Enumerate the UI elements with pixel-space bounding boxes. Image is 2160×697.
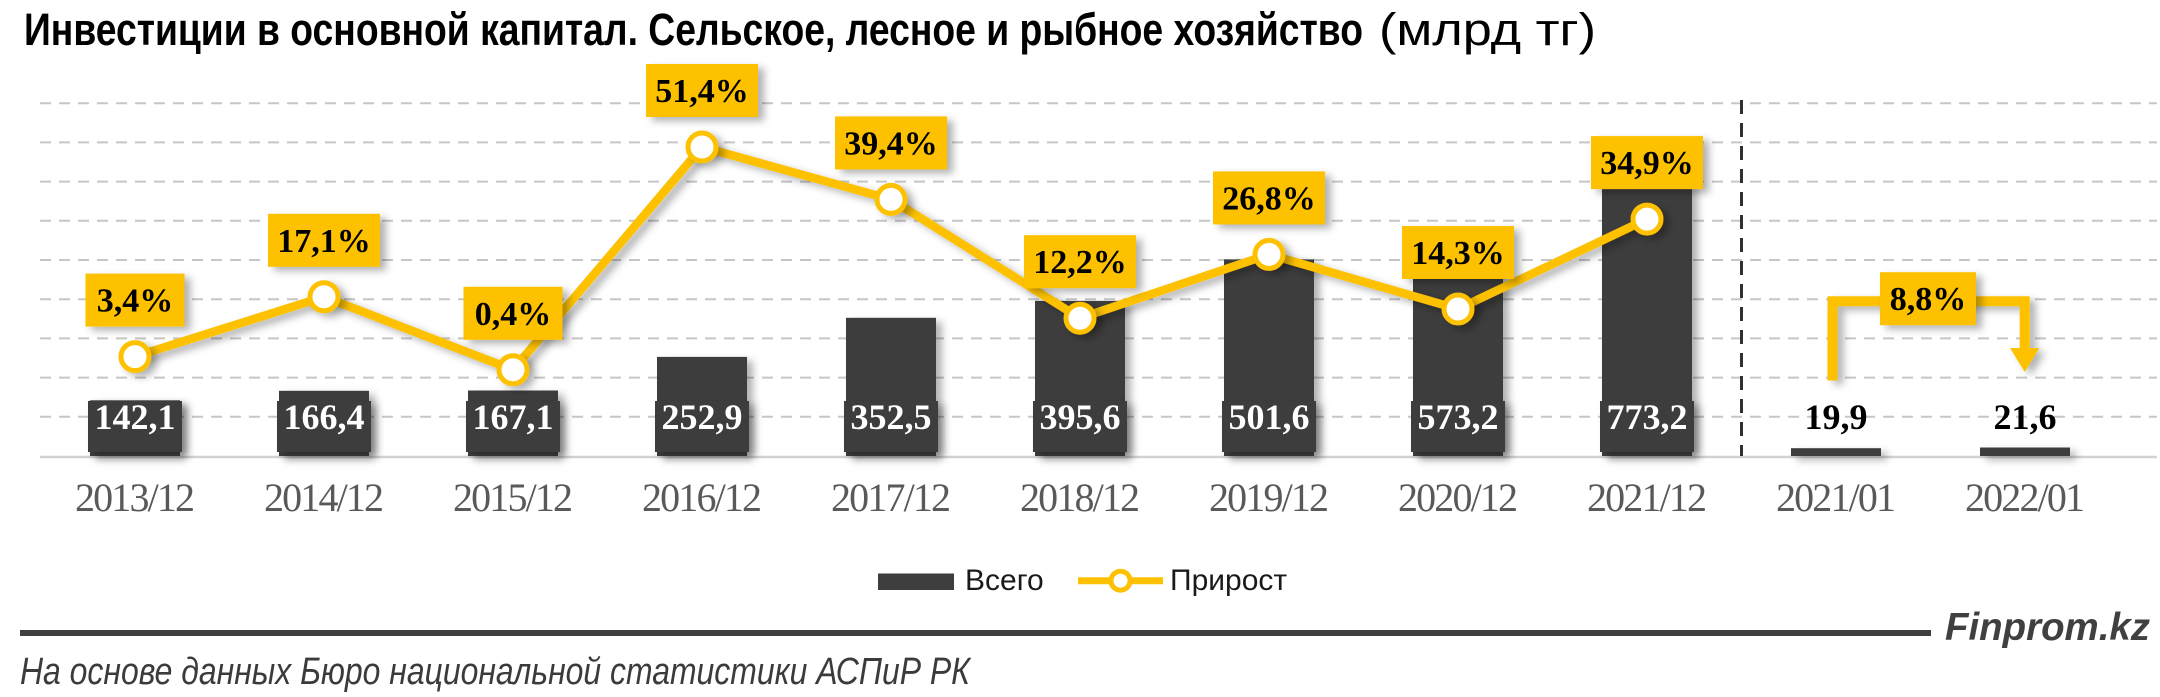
svg-text:2014/12: 2014/12 xyxy=(264,475,384,520)
svg-text:34,9%: 34,9% xyxy=(1600,145,1694,182)
svg-text:14,3%: 14,3% xyxy=(1411,235,1505,272)
svg-text:На основе данных Бюро национал: На основе данных Бюро национальной стати… xyxy=(20,651,972,693)
svg-text:395,6: 395,6 xyxy=(1040,397,1121,437)
svg-text:2021/01: 2021/01 xyxy=(1776,475,1896,520)
svg-text:2021/12: 2021/12 xyxy=(1587,475,1707,520)
svg-text:501,6: 501,6 xyxy=(1229,397,1310,437)
svg-text:17,1%: 17,1% xyxy=(277,223,371,260)
svg-text:352,5: 352,5 xyxy=(851,397,932,437)
svg-text:142,1: 142,1 xyxy=(95,397,176,437)
svg-text:0,4%: 0,4% xyxy=(475,296,552,333)
svg-text:26,8%: 26,8% xyxy=(1222,180,1316,217)
svg-text:51,4%: 51,4% xyxy=(655,73,749,110)
svg-text:19,9: 19,9 xyxy=(1805,397,1868,437)
svg-text:Всего: Всего xyxy=(965,564,1044,597)
svg-text:2018/12: 2018/12 xyxy=(1020,475,1140,520)
svg-text:3,4%: 3,4% xyxy=(97,283,174,320)
svg-text:166,4: 166,4 xyxy=(284,397,365,437)
svg-text:Finprom.kz: Finprom.kz xyxy=(1945,606,2150,649)
svg-text:8,8%: 8,8% xyxy=(1890,281,1967,318)
svg-text:39,4%: 39,4% xyxy=(844,125,938,162)
svg-text:2013/12: 2013/12 xyxy=(75,475,195,520)
svg-text:12,2%: 12,2% xyxy=(1033,244,1127,281)
svg-text:2019/12: 2019/12 xyxy=(1209,475,1329,520)
svg-text:167,1: 167,1 xyxy=(473,397,554,437)
svg-text:2022/01: 2022/01 xyxy=(1965,475,2085,520)
svg-text:21,6: 21,6 xyxy=(1994,397,2057,437)
svg-text:252,9: 252,9 xyxy=(662,397,743,437)
svg-text:573,2: 573,2 xyxy=(1418,397,1499,437)
svg-text:Прирост: Прирост xyxy=(1170,564,1287,597)
svg-text:2017/12: 2017/12 xyxy=(831,475,951,520)
svg-text:Инвестиции в основной капитал.: Инвестиции в основной капитал. Сельское,… xyxy=(24,4,1363,55)
svg-text:2020/12: 2020/12 xyxy=(1398,475,1518,520)
svg-text:2016/12: 2016/12 xyxy=(642,475,762,520)
svg-text:(млрд тг): (млрд тг) xyxy=(1379,4,1596,55)
svg-text:2015/12: 2015/12 xyxy=(453,475,573,520)
svg-text:773,2: 773,2 xyxy=(1607,397,1688,437)
